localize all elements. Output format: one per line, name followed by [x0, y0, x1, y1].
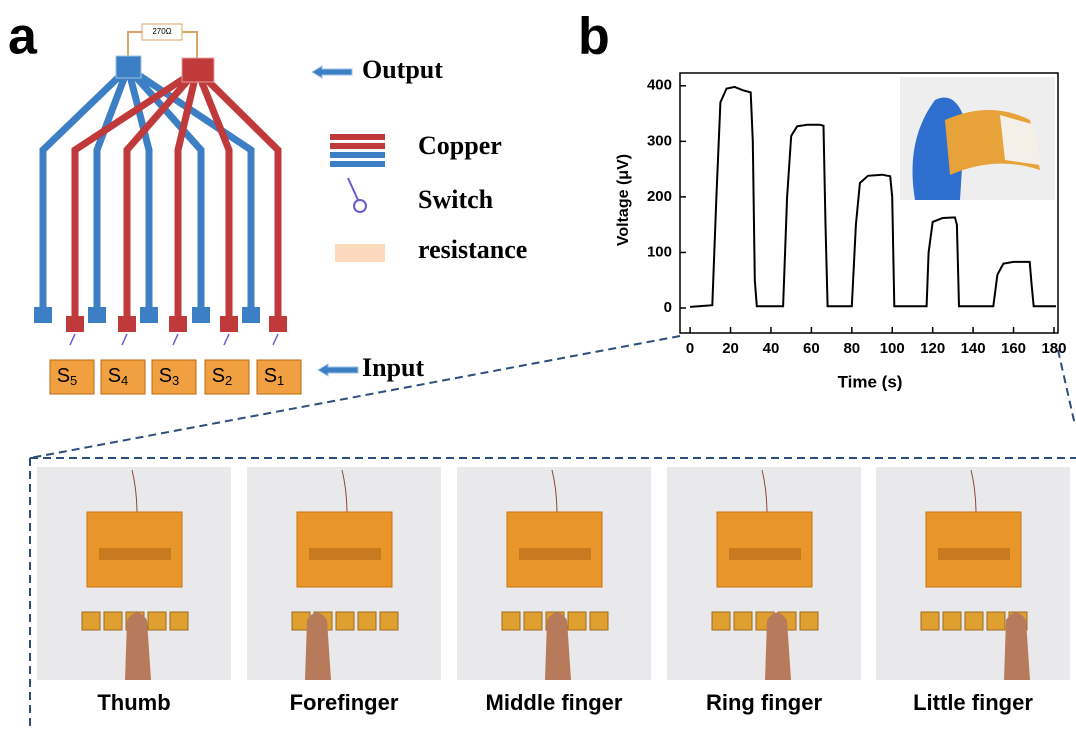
sensor-pad — [568, 612, 586, 630]
photo-row: Thumb Forefinger Middle finger Ring finger L… — [37, 467, 1070, 715]
output-label: Output — [362, 55, 443, 84]
switch — [122, 334, 127, 345]
x-tick-label: 40 — [763, 340, 780, 357]
inset-photo — [900, 77, 1055, 200]
finger — [1004, 613, 1030, 681]
sensor-index: 1 — [277, 373, 284, 388]
switch — [224, 334, 229, 345]
device-strip — [309, 548, 381, 560]
figure: a 270Ω S5S4S3S2S1 Output Copper Switch r… — [0, 0, 1076, 729]
copper-wire — [97, 68, 128, 312]
sensor-pad — [734, 612, 752, 630]
sensor-letter: S — [159, 365, 172, 387]
photo-caption: Forefinger — [290, 690, 399, 715]
device-strip — [99, 548, 171, 560]
y-axis-label: Voltage (μV) — [615, 154, 632, 246]
x-tick-label: 20 — [722, 340, 739, 357]
copper-label: Copper — [418, 131, 502, 160]
device-strip — [519, 548, 591, 560]
resistor-label: 270Ω — [152, 27, 171, 36]
sensor-pad — [712, 612, 730, 630]
photo-caption: Ring finger — [706, 690, 823, 715]
switch-label: Switch — [418, 185, 494, 214]
finger — [125, 613, 151, 681]
sensor-pad — [170, 612, 188, 630]
x-tick-label: 140 — [961, 340, 986, 357]
y-tick-label: 100 — [647, 243, 672, 260]
sensor-pad — [148, 612, 166, 630]
sensor-letter: S — [108, 365, 121, 387]
terminal — [242, 307, 260, 323]
sensor-pad — [502, 612, 520, 630]
terminal — [192, 307, 210, 323]
sensor-pad — [82, 612, 100, 630]
sensor-pad — [358, 612, 376, 630]
switch — [70, 334, 75, 345]
terminal — [66, 316, 84, 332]
terminal — [169, 316, 187, 332]
sensor-pad — [590, 612, 608, 630]
output-node — [182, 58, 214, 82]
panel-letter: b — [578, 8, 610, 66]
y-tick-label: 400 — [647, 77, 672, 94]
sensor-pad — [380, 612, 398, 630]
sensor-index: 3 — [172, 373, 179, 388]
device-strip — [938, 548, 1010, 560]
terminal — [140, 307, 158, 323]
finger — [305, 613, 331, 681]
terminal — [269, 316, 287, 332]
panel-letter: a — [8, 8, 38, 66]
input-label: Input — [362, 353, 424, 382]
switch — [273, 334, 278, 345]
y-tick-label: 300 — [647, 132, 672, 149]
output-node — [116, 56, 141, 78]
x-tick-label: 0 — [686, 340, 694, 357]
sensor-pad — [800, 612, 818, 630]
sensor-pad — [943, 612, 961, 630]
terminal — [34, 307, 52, 323]
y-tick-label: 0 — [664, 299, 672, 316]
x-tick-label: 120 — [920, 340, 945, 357]
sensor-pad — [104, 612, 122, 630]
legend: Output Copper Switch resistance Input — [312, 55, 527, 382]
photo-caption: Middle finger — [486, 690, 623, 715]
sensor-letter: S — [57, 365, 70, 387]
resistance-label: resistance — [418, 235, 527, 264]
y-tick-label: 200 — [647, 188, 672, 205]
photo-caption: Thumb — [97, 690, 170, 715]
sensor-pad — [987, 612, 1005, 630]
finger — [545, 613, 571, 681]
sensor-pad — [921, 612, 939, 630]
x-tick-label: 60 — [803, 340, 820, 357]
device-strip — [729, 548, 801, 560]
x-axis-label: Time (s) — [838, 372, 903, 391]
sensor-pad — [336, 612, 354, 630]
photo-caption: Little finger — [913, 690, 1033, 715]
sensor-pad — [524, 612, 542, 630]
sensor-letter: S — [264, 365, 277, 387]
switch — [173, 334, 178, 345]
finger — [765, 613, 791, 681]
sensor-pad — [965, 612, 983, 630]
terminal — [118, 316, 136, 332]
x-tick-label: 100 — [880, 340, 905, 357]
sensor-letter: S — [212, 365, 225, 387]
x-tick-label: 180 — [1041, 340, 1066, 357]
sensor-index: 5 — [70, 373, 77, 388]
sensor-index: 4 — [121, 373, 128, 388]
terminal — [88, 307, 106, 323]
terminal — [220, 316, 238, 332]
sensor-index: 2 — [225, 373, 232, 388]
x-tick-label: 80 — [843, 340, 860, 357]
x-tick-label: 160 — [1001, 340, 1026, 357]
